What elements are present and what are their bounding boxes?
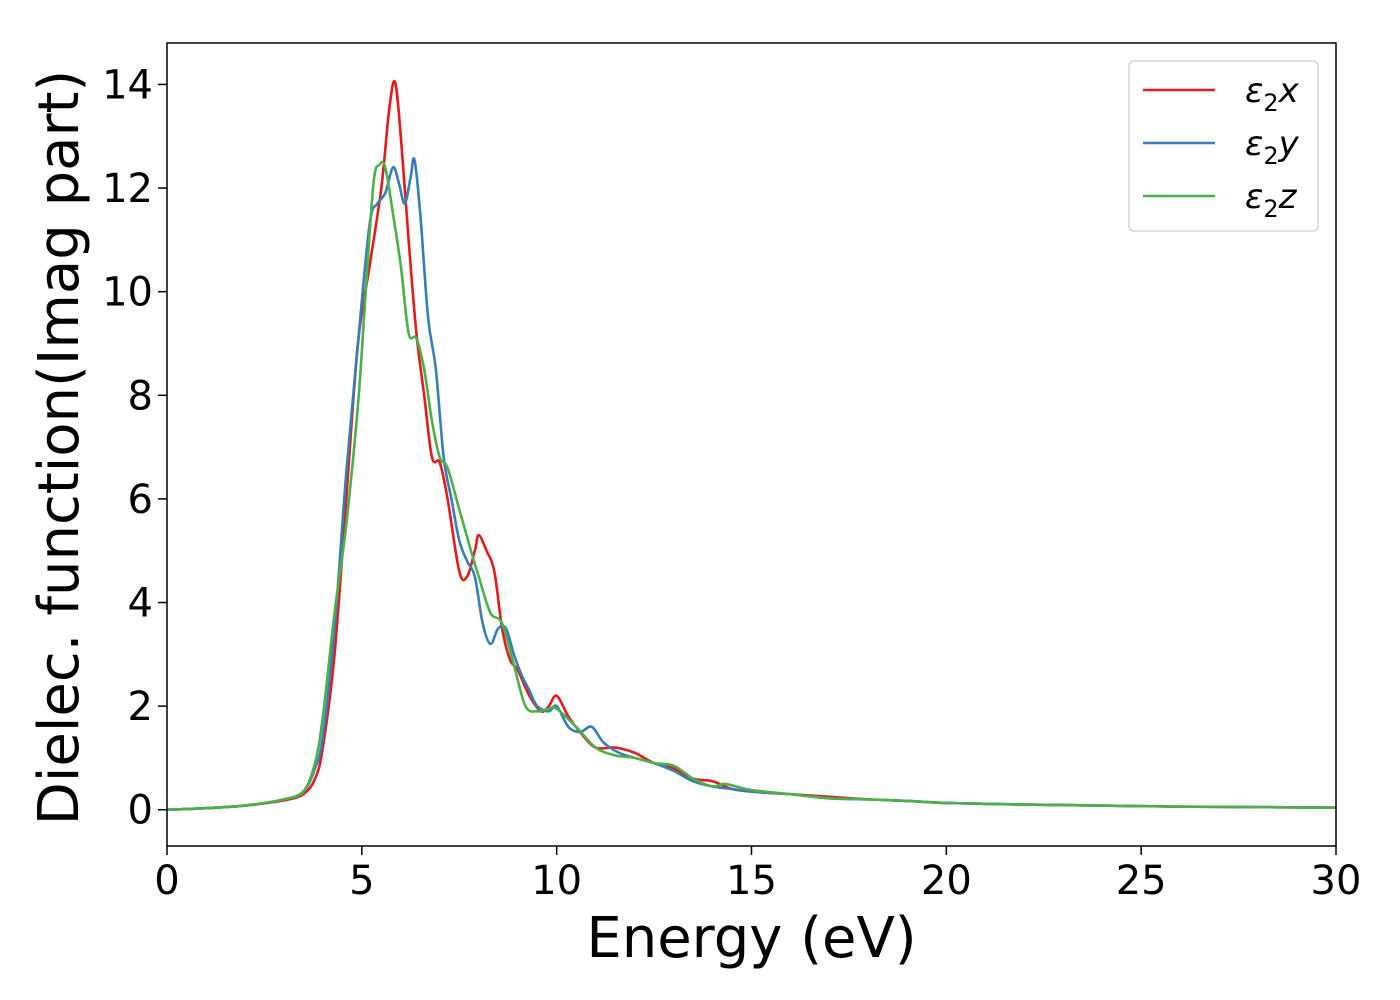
legend-box [1128,60,1319,232]
x-tick-label: 30 [1311,858,1362,904]
legend-label-z: ε2z [1245,177,1298,223]
x-tick-label: 20 [921,858,972,904]
y-axis-title: Dielec. function(Imag part) [27,70,92,826]
series-line-z [167,160,1336,812]
legend: ε2x ε2y ε2z [1128,60,1319,232]
x-axis-title: Energy (eV) [586,906,916,971]
x-axis: 0 5 10 15 20 25 30 [154,846,1361,904]
x-tick-label: 15 [726,858,777,904]
y-axis: 0 2 4 6 8 10 12 14 [102,62,167,834]
y-tick-label: 4 [128,581,153,627]
y-tick-label: 14 [102,62,153,108]
y-tick-label: 6 [128,477,153,523]
legend-label-y: ε2y [1245,124,1300,170]
x-tick-label: 10 [531,858,582,904]
x-tick-label: 0 [154,858,179,904]
series-group [167,79,1336,812]
y-tick-label: 2 [128,684,153,730]
x-tick-label: 25 [1116,858,1167,904]
y-tick-label: 12 [102,166,153,212]
y-tick-label: 8 [128,373,153,419]
y-tick-label: 0 [128,788,153,834]
x-tick-label: 5 [349,858,374,904]
legend-label-x: ε2x [1245,71,1300,117]
y-tick-label: 10 [102,270,153,316]
